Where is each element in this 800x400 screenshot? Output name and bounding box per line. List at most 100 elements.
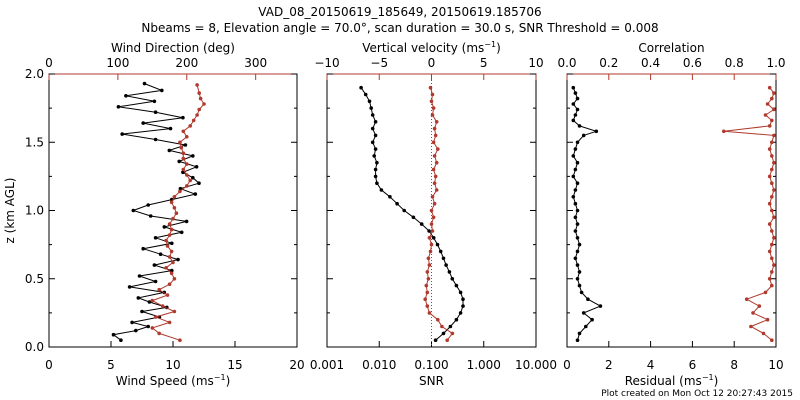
y-tick-label: 2.0	[25, 67, 44, 81]
data-point	[598, 304, 603, 308]
data-point	[146, 324, 150, 329]
figure-title-line1: VAD_08_20150619_185649, 20150619.185706	[258, 5, 541, 19]
data-point	[767, 85, 772, 90]
data-point	[127, 285, 132, 289]
data-point	[183, 143, 188, 147]
data-point	[140, 309, 144, 314]
data-point	[432, 126, 437, 131]
data-point	[767, 222, 772, 226]
bottom-tick-label: 0	[45, 358, 53, 372]
data-point	[765, 317, 770, 322]
data-point	[177, 159, 181, 164]
data-point	[770, 140, 774, 145]
data-point	[441, 256, 446, 261]
figure-title-line2: Nbeams = 8, Elevation angle = 70.0°, sca…	[141, 21, 658, 35]
data-point	[181, 167, 186, 172]
data-point	[147, 300, 152, 304]
data-point	[373, 147, 378, 151]
data-point	[435, 242, 440, 247]
top-tick-label: 10	[528, 56, 543, 70]
data-point	[431, 167, 436, 172]
data-point	[185, 173, 189, 177]
data-point	[141, 121, 145, 125]
data-point	[120, 132, 124, 136]
data-point	[584, 324, 588, 329]
top-tick-label: 0.2	[599, 56, 618, 70]
data-point	[586, 297, 590, 302]
data-point	[571, 174, 576, 179]
data-point	[761, 331, 766, 336]
data-point	[432, 181, 437, 185]
data-point	[772, 133, 776, 138]
data-point	[160, 304, 165, 308]
top-axis-title-main: Correlation	[638, 41, 704, 55]
data-point	[770, 338, 774, 343]
data-point	[188, 178, 192, 183]
data-point	[153, 279, 158, 284]
data-point	[772, 160, 776, 165]
data-point	[146, 203, 150, 207]
data-point	[573, 215, 578, 220]
y-tick-label: 0.5	[25, 272, 44, 286]
data-point	[171, 216, 175, 221]
bottom-tick-label: 0.100	[414, 358, 448, 372]
data-point	[176, 257, 180, 262]
data-point	[770, 167, 774, 172]
data-point	[440, 324, 444, 329]
data-point	[575, 181, 580, 185]
data-point	[427, 311, 432, 315]
data-point	[373, 174, 378, 179]
data-point	[363, 92, 368, 97]
data-point	[763, 290, 768, 295]
data-point	[134, 328, 138, 333]
data-point	[461, 297, 465, 302]
data-point	[375, 181, 379, 185]
top-tick-label: 200	[175, 56, 198, 70]
data-point	[757, 304, 762, 308]
data-point	[571, 154, 576, 158]
data-point	[458, 311, 463, 315]
data-point	[402, 208, 407, 213]
data-point	[573, 229, 578, 233]
y-axis-label: z (km AGL)	[3, 178, 17, 244]
data-point	[136, 296, 141, 300]
data-point	[369, 106, 374, 110]
panel-frame	[48, 73, 298, 348]
data-point	[188, 124, 192, 128]
data-point	[194, 165, 199, 169]
data-point	[167, 282, 172, 287]
data-point	[167, 233, 172, 237]
top-axis-title: Wind Direction (deg)	[111, 41, 235, 55]
top-tick-label: −10	[314, 56, 339, 70]
data-point	[131, 208, 136, 213]
data-point	[579, 290, 584, 295]
data-point	[571, 195, 576, 199]
data-point	[169, 249, 174, 254]
data-point	[575, 140, 580, 145]
data-point	[445, 338, 450, 343]
top-axis-title: Vertical velocity (ms−1)	[362, 40, 501, 55]
data-point	[373, 133, 378, 138]
series-line-wind-speed	[112, 83, 201, 341]
data-point	[185, 135, 189, 139]
top-tick-label: 100	[106, 56, 129, 70]
data-point	[181, 115, 185, 120]
bottom-axis-title: Wind Speed (ms−1)	[116, 373, 231, 388]
data-point	[427, 229, 431, 233]
bottom-tick-label: 1.000	[467, 358, 501, 372]
data-point	[359, 85, 363, 90]
data-point	[571, 85, 576, 90]
top-axis-title-exponent: −1	[484, 40, 496, 49]
data-point	[575, 249, 580, 254]
bottom-tick-label: 6	[689, 358, 697, 372]
data-point	[375, 160, 379, 165]
data-point	[152, 99, 157, 104]
data-point	[168, 126, 173, 131]
data-point	[150, 298, 155, 303]
panel-frame	[566, 73, 777, 348]
bottom-axis-title-exponent: −1	[702, 373, 714, 382]
data-point	[181, 156, 186, 161]
data-point	[770, 96, 774, 101]
data-point	[577, 124, 582, 128]
